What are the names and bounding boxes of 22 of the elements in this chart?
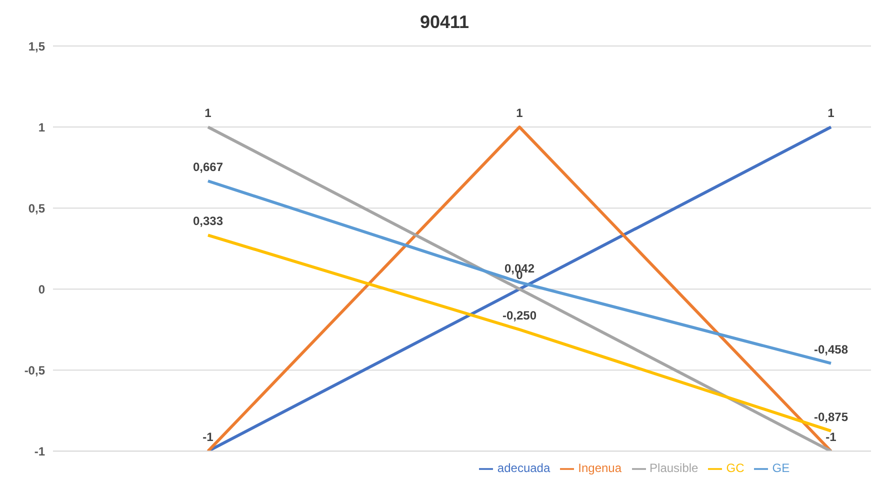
data-label: -0,875 xyxy=(814,410,848,424)
chart-title: 90411 xyxy=(418,11,470,34)
data-label: -0,458 xyxy=(814,342,848,356)
legend-label: GE xyxy=(772,461,790,476)
data-label: -1 xyxy=(826,430,837,444)
y-tick-label: -1 xyxy=(34,444,46,458)
data-label: 0,333 xyxy=(192,214,224,228)
data-label: -0,250 xyxy=(502,308,537,323)
legend-label: GC xyxy=(726,461,744,476)
data-label: 1 xyxy=(516,106,524,120)
y-tick-label: 1 xyxy=(38,120,46,134)
data-label: 1 xyxy=(828,106,835,120)
data-label: 0,667 xyxy=(192,160,224,174)
legend-label: adecuada xyxy=(497,461,550,476)
y-tick-label: 0 xyxy=(38,282,46,296)
data-label: -1 xyxy=(202,430,214,444)
legend-label: Plausible xyxy=(650,461,698,476)
legend-label: Ingenua xyxy=(578,461,622,476)
data-label: 1 xyxy=(204,106,212,120)
y-tick-label: 1,5 xyxy=(28,39,46,54)
y-tick-label: 0,5 xyxy=(28,201,46,216)
y-tick-label: -0,5 xyxy=(24,363,46,378)
